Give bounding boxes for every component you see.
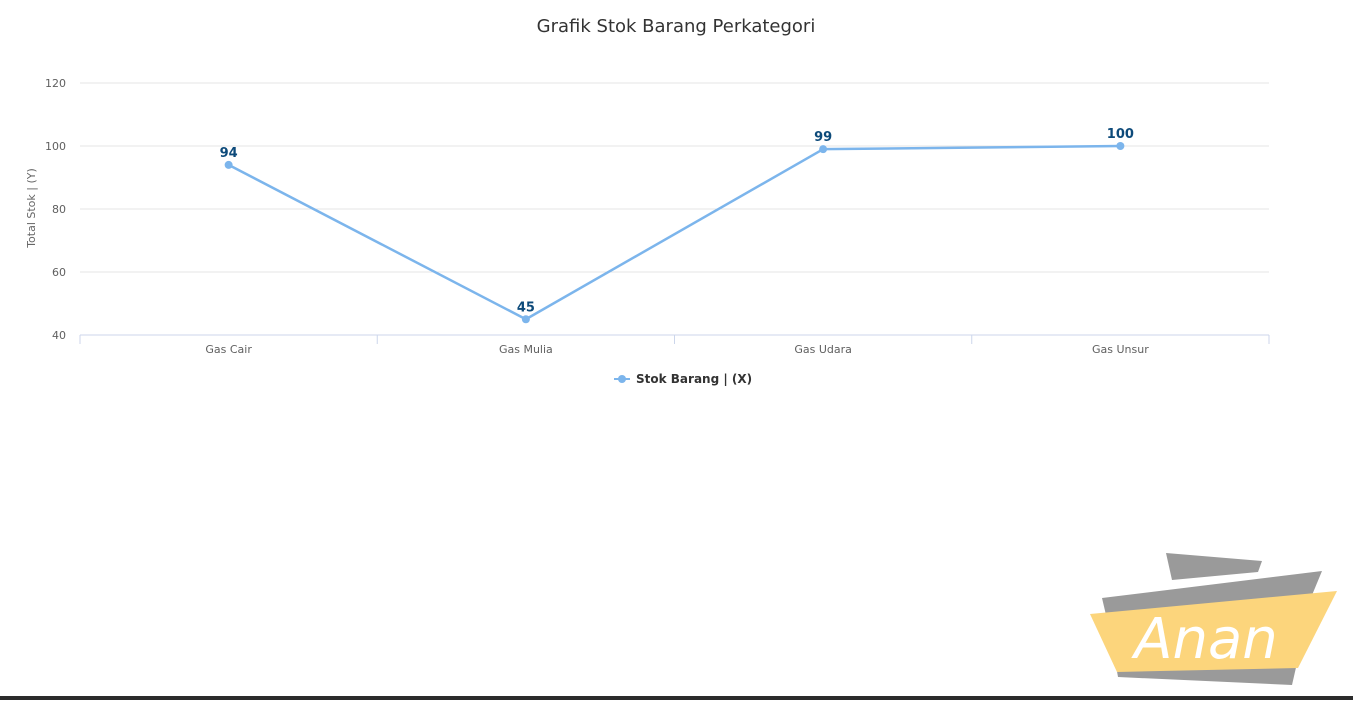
- watermark-ribbon: [1090, 591, 1337, 672]
- legend[interactable]: Stok Barang | (X): [614, 372, 752, 386]
- watermark-shadow-top: [1166, 553, 1262, 580]
- data-point-3[interactable]: [1116, 142, 1125, 150]
- data-labels: 94 45 99 100: [220, 127, 1134, 315]
- watermark-logo: Anan: [1090, 553, 1337, 685]
- data-point-2[interactable]: [819, 145, 828, 154]
- chart-title: Grafik Stok Barang Perkategori: [537, 16, 816, 37]
- data-label-3: 100: [1107, 127, 1134, 142]
- data-label-1: 45: [517, 300, 535, 315]
- data-point-0[interactable]: [224, 160, 233, 169]
- x-tick-label-1: Gas Mulia: [499, 343, 553, 356]
- x-axis: [79, 334, 1270, 344]
- x-tick-label-3: Gas Unsur: [1092, 343, 1149, 356]
- x-tick-label-2: Gas Udara: [794, 343, 852, 356]
- x-tick-label-0: Gas Cair: [205, 343, 252, 356]
- y-tick-label-60: 60: [52, 266, 66, 279]
- x-axis-ticks: Gas Cair Gas Mulia Gas Udara Gas Unsur: [205, 343, 1149, 356]
- y-tick-label-40: 40: [52, 329, 66, 342]
- watermark-shadow-back: [1102, 571, 1322, 615]
- y-tick-label-100: 100: [45, 140, 66, 153]
- data-label-0: 94: [220, 146, 238, 161]
- y-tick-label-80: 80: [52, 203, 66, 216]
- legend-dot-marker: [618, 375, 626, 383]
- watermark-text: Anan: [1131, 607, 1278, 672]
- data-point-1[interactable]: [521, 315, 530, 324]
- y-axis-ticks: 40 60 80 100 120: [45, 77, 66, 342]
- series-group: [224, 142, 1125, 324]
- y-axis-title: Total Stok | (Y): [25, 168, 38, 249]
- y-tick-label-120: 120: [45, 77, 66, 90]
- grid-lines: [80, 82, 1269, 273]
- series-line-0: [227, 144, 1122, 321]
- data-label-2: 99: [814, 130, 832, 145]
- legend-series-label: Stok Barang | (X): [636, 372, 752, 386]
- bottom-edge-bar: [0, 696, 1353, 700]
